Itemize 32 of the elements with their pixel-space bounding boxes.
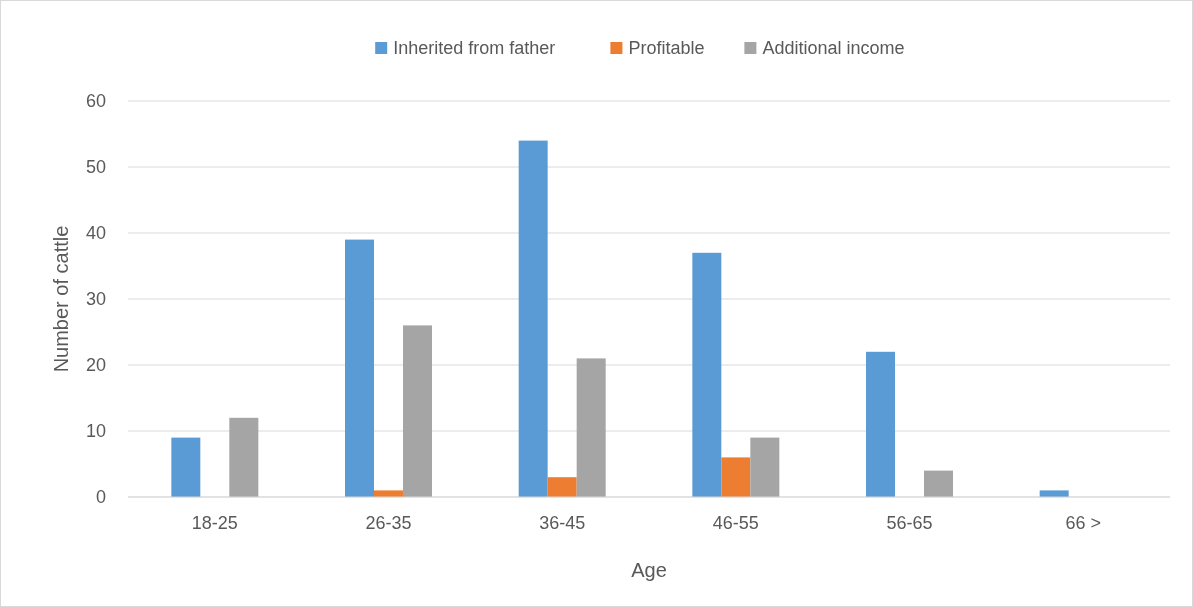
y-tick-label: 0 (95, 487, 106, 508)
y-tick-label: 60 (85, 91, 106, 112)
y-axis-title: Number of cattle (50, 225, 72, 373)
x-tick-label: 18-25 (191, 513, 238, 533)
bar (692, 252, 722, 497)
bar (374, 490, 403, 497)
bar (750, 437, 780, 497)
y-tick-label: 40 (85, 223, 106, 244)
bar (1039, 490, 1069, 497)
bar (721, 457, 751, 497)
y-tick-label: 10 (85, 421, 106, 442)
bar (547, 477, 577, 497)
bar (171, 437, 201, 497)
x-tick-label: 36-45 (539, 513, 586, 533)
x-tick-label: 26-35 (365, 513, 412, 533)
bar (229, 417, 259, 497)
bar (403, 325, 432, 497)
legend-label: Profitable (628, 38, 705, 59)
x-axis-title: Age (631, 559, 667, 581)
y-tick-label: 50 (85, 157, 106, 178)
bar (345, 239, 374, 497)
y-tick-label: 20 (85, 355, 106, 376)
bar (576, 358, 606, 497)
x-tick-label: 46-55 (712, 513, 759, 533)
x-tick-label: 56-65 (886, 513, 933, 533)
bar (866, 351, 895, 497)
x-tick-label: 66 > (1065, 513, 1101, 533)
y-tick-label: 30 (85, 289, 106, 310)
bar (518, 140, 548, 497)
bar (924, 470, 953, 497)
legend-label: Additional income (762, 38, 905, 59)
legend-label: Inherited from father (393, 38, 556, 59)
